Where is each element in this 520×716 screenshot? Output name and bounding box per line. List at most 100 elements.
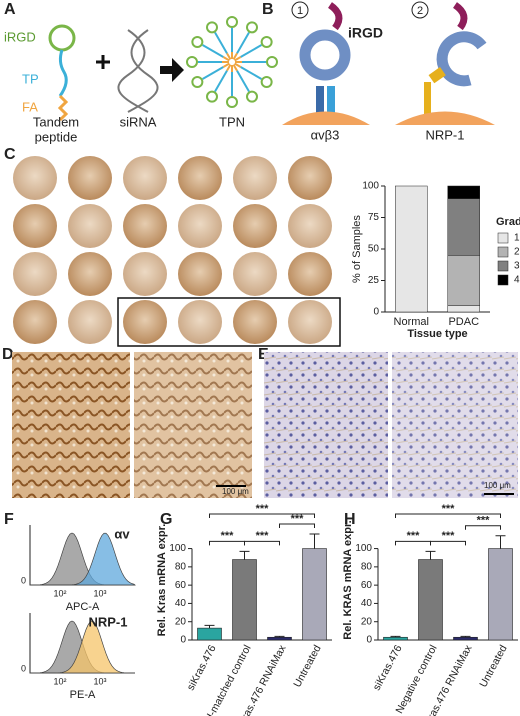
tissue-core (68, 204, 112, 248)
label-irgd: iRGD (4, 29, 36, 44)
irgd-head (246, 21, 258, 34)
significance-bracket (279, 523, 315, 528)
tissue-core (13, 156, 57, 200)
significance-label: *** (442, 530, 456, 542)
histogram (30, 620, 136, 674)
legend-swatch (497, 232, 509, 244)
tissue-core (13, 300, 57, 344)
irgd-ring (299, 29, 351, 81)
y-tick-label: 40 (361, 598, 373, 609)
legend-title: Grade (496, 216, 520, 228)
tp-chain (58, 49, 68, 97)
y-axis-label: % of Samples (351, 215, 363, 283)
bar-segment (447, 305, 480, 313)
y-tick-label: 100 (355, 543, 372, 554)
error-bar (309, 533, 320, 549)
panel-label: E (258, 346, 269, 363)
tp-strand (236, 70, 250, 92)
legend-label: 1 (514, 233, 520, 244)
x-tick-label: siKras.476 (185, 643, 219, 693)
panel-label: D (2, 346, 14, 363)
ihc-image (264, 352, 388, 498)
ihc-image (134, 352, 252, 498)
fa-tail (226, 52, 232, 60)
fa-tail (232, 64, 238, 72)
y-axis-label: Rel. Kras mRNA expr. (156, 524, 168, 637)
scale-label: 100 μm (484, 481, 511, 490)
label-irgd: iRGD (348, 25, 383, 41)
y-tick-label: 100 (362, 181, 379, 192)
x-tick-label: PDAC (448, 316, 479, 328)
ihc-image (392, 352, 518, 498)
tissue-core (233, 204, 277, 248)
y-tick-label: 20 (175, 616, 187, 627)
bar (488, 548, 513, 641)
significance-label: *** (221, 530, 235, 542)
significance-label: *** (442, 503, 456, 515)
label-peptide: peptide (35, 129, 78, 144)
x-tick-label: Untreated (291, 643, 323, 689)
marker-label: αv (114, 526, 130, 541)
panel-label: G (160, 511, 172, 528)
tissue-core (288, 300, 332, 344)
irgd-head (191, 36, 204, 48)
nrp1-head (428, 67, 446, 84)
y-tick-label: 80 (175, 561, 187, 572)
irgd-head (191, 76, 204, 88)
x-tick-label: siKras.476 (371, 643, 405, 693)
step-circle (291, 1, 309, 19)
error-bar (390, 635, 401, 638)
tissue-core (288, 156, 332, 200)
error-bar (425, 550, 436, 560)
y-tick-label: 0 (21, 663, 26, 673)
bar (197, 627, 222, 641)
tissue-core (13, 204, 57, 248)
ihc-image (12, 352, 130, 498)
receptor (327, 86, 335, 114)
tp-strand (240, 66, 262, 80)
peptide-tail (452, 2, 468, 31)
tissue-core (233, 252, 277, 296)
x-axis-label: PE-A (70, 689, 96, 701)
significance-label: *** (256, 503, 270, 515)
histogram (30, 532, 137, 586)
irgd-head (266, 56, 278, 68)
dna-helix (117, 29, 159, 113)
receptor (316, 86, 324, 114)
significance-bracket (395, 513, 501, 518)
tissue-core (68, 300, 112, 344)
irgd-head (246, 90, 258, 103)
panel-label: B (262, 1, 274, 18)
significance-label: *** (477, 515, 491, 527)
label-receptor: αvβ3 (311, 127, 340, 142)
tissue-core (123, 252, 167, 296)
tissue-core (233, 300, 277, 344)
marker-label: NRP-1 (88, 614, 127, 629)
legend-swatch (497, 260, 509, 272)
bar (232, 559, 257, 641)
arrow (160, 58, 184, 82)
tissue-core (178, 252, 222, 296)
y-tick-label: 0 (373, 307, 379, 318)
highlight-box (117, 297, 341, 347)
fa-tail (234, 56, 242, 62)
bar (267, 636, 292, 641)
bar-segment (447, 198, 480, 256)
x-axis-label: APC-A (66, 601, 100, 613)
step: 1 (297, 5, 303, 17)
panel-label: A (4, 1, 16, 18)
tp-strand (202, 66, 224, 80)
x-tick-label: 10³ (93, 588, 106, 598)
panel-label: F (4, 511, 14, 528)
irgd-head (226, 16, 238, 28)
y-tick-label: 80 (361, 561, 373, 572)
panel-labels: A B C D E F G H (2, 1, 356, 528)
tp-strand (202, 44, 224, 58)
label-tp: TP (22, 71, 39, 86)
legend-label: 4 (514, 275, 520, 286)
tp-strand (236, 32, 250, 54)
error-bar (204, 624, 215, 629)
legend-swatch (497, 274, 509, 286)
scale-label: 100 μm (222, 487, 249, 496)
